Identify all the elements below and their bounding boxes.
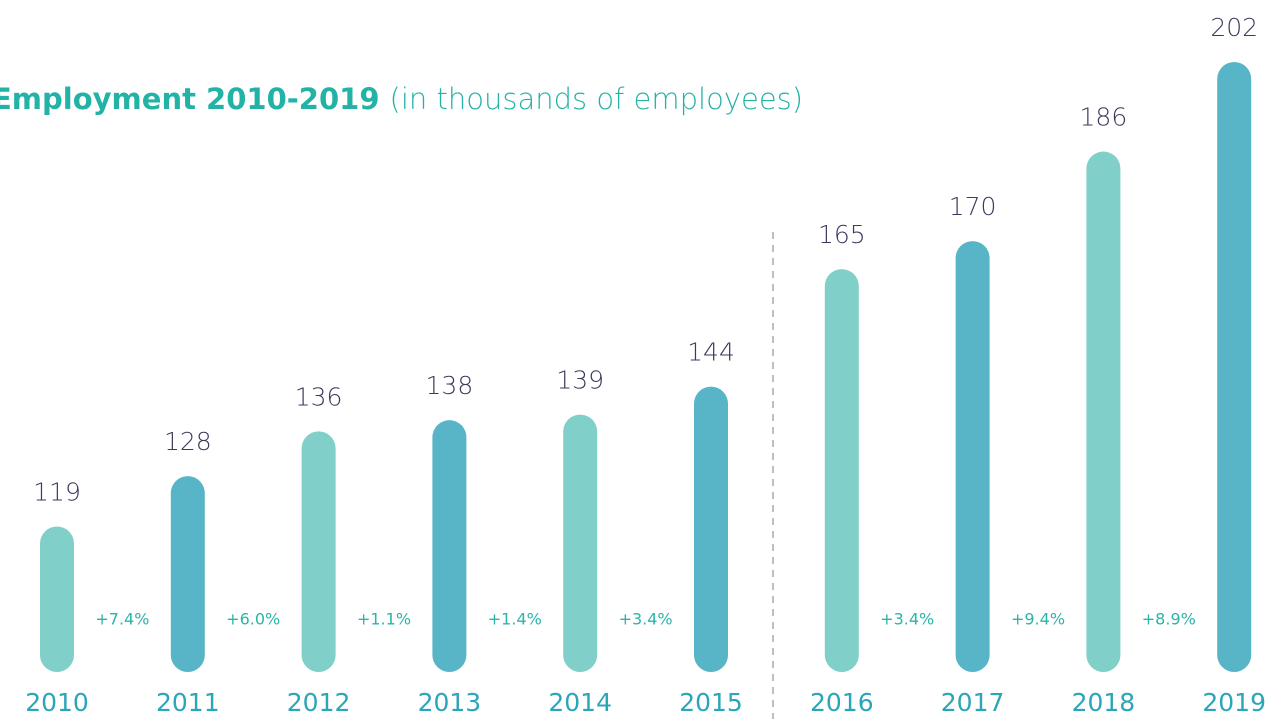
bar [40, 526, 74, 672]
growth-label: +3.4% [880, 610, 934, 629]
value-label: 186 [1080, 103, 1128, 132]
x-tick-label: 2017 [941, 688, 1005, 717]
x-tick-label: 2012 [287, 688, 351, 717]
value-label: 139 [556, 366, 604, 395]
value-label: 202 [1210, 13, 1258, 42]
bar [563, 414, 598, 672]
bar [824, 269, 859, 672]
growth-label: +3.4% [619, 610, 673, 629]
x-tick-label: 2019 [1202, 688, 1266, 717]
bar [432, 420, 467, 672]
subtitle: (in thousands of employees) [390, 82, 804, 116]
x-tick-label: 2015 [679, 688, 743, 717]
growth-label: +1.1% [357, 610, 411, 629]
value-label: 119 [33, 477, 81, 506]
value-label: 165 [818, 220, 866, 249]
bar [955, 241, 990, 672]
growth-label: +1.4% [488, 610, 542, 629]
value-label: 138 [426, 371, 474, 400]
value-label: 170 [949, 192, 997, 221]
value-label: 144 [687, 338, 735, 367]
chart-title: Employment 2010-2019 (in thousands of emp… [0, 82, 803, 116]
x-tick-label: 2018 [1072, 688, 1136, 717]
growth-label: +7.4% [95, 610, 149, 629]
bar [170, 476, 205, 672]
x-tick-label: 2016 [810, 688, 874, 717]
value-label: 136 [295, 382, 343, 411]
x-tick-label: 2014 [548, 688, 612, 717]
bar [694, 386, 728, 672]
x-tick-label: 2011 [156, 688, 220, 717]
growth-label: +6.0% [226, 610, 280, 629]
growth-label: +9.4% [1011, 610, 1065, 629]
bar [1086, 151, 1121, 673]
bar [1217, 62, 1252, 672]
x-tick-label: 2010 [25, 688, 89, 717]
bar [301, 431, 336, 672]
x-tick-label: 2013 [418, 688, 482, 717]
title: Employment 2010-2019 [0, 82, 380, 116]
value-label: 128 [164, 427, 212, 456]
growth-label: +8.9% [1142, 610, 1196, 629]
